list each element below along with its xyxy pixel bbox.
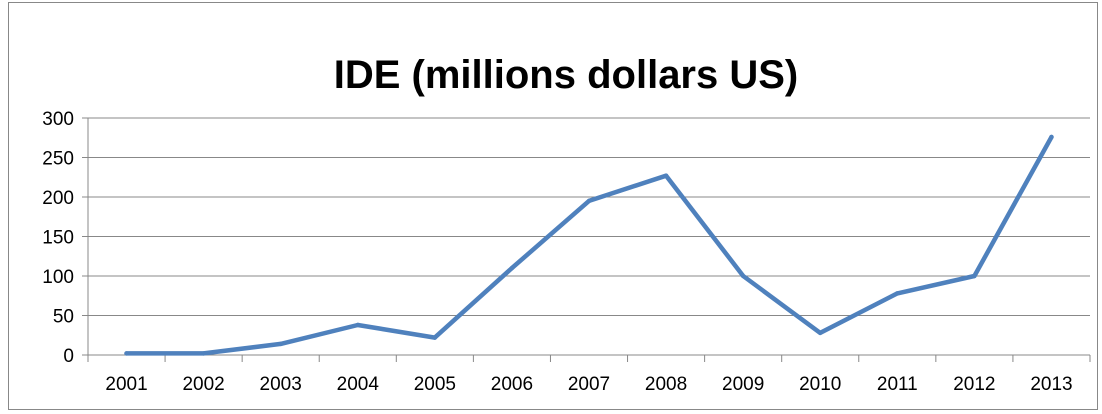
y-tick-label: 200: [42, 188, 74, 209]
x-tick-label: 2011: [877, 374, 918, 395]
data-point: [1049, 134, 1054, 140]
x-tick-label: 2010: [799, 374, 841, 395]
y-tick-label: 50: [53, 307, 74, 328]
series-layer: [124, 134, 1054, 356]
x-tick-label: 2009: [722, 374, 764, 395]
y-tick-label: 300: [42, 109, 74, 130]
data-point: [432, 335, 438, 340]
chart-title: IDE (millions dollars US): [334, 53, 799, 97]
x-tick-label: 2002: [182, 374, 224, 395]
y-tick-label: 0: [63, 346, 74, 367]
x-tick-label: 2007: [568, 374, 610, 395]
x-tick-label: 2008: [645, 374, 687, 395]
data-point: [663, 173, 669, 178]
data-point: [972, 273, 977, 279]
data-point: [818, 330, 823, 336]
data-point: [355, 322, 360, 328]
x-tick-label: 2004: [337, 374, 380, 395]
x-tick-label: 2005: [414, 374, 456, 395]
data-point: [509, 265, 515, 271]
data-point: [278, 341, 283, 347]
x-tick-label: 2006: [491, 374, 533, 395]
chart-frame: [8, 2, 1098, 410]
y-tick-label: 100: [42, 267, 74, 288]
data-point: [586, 198, 592, 204]
data-point: [740, 273, 746, 279]
y-axis-tick-labels: 0 50 100 150 200 250 300: [42, 109, 74, 367]
data-point: [124, 351, 129, 356]
data-point: [201, 351, 206, 356]
x-tick-label: 2012: [953, 374, 995, 395]
data-point: [895, 291, 900, 296]
y-tick-label: 150: [42, 228, 74, 249]
y-tick-label: 250: [42, 149, 74, 170]
x-axis-tick-labels: 2001 2002 2003 2004 2005 2006 2007 2008 2009 2010…: [105, 374, 1072, 395]
series-line-0: [124, 134, 1054, 356]
axes: [82, 117, 1091, 362]
x-tick-label: 2013: [1030, 374, 1072, 395]
x-tick-label: 2001: [105, 374, 147, 395]
gridlines: [88, 117, 1090, 316]
x-tick-label: 2003: [260, 374, 302, 395]
